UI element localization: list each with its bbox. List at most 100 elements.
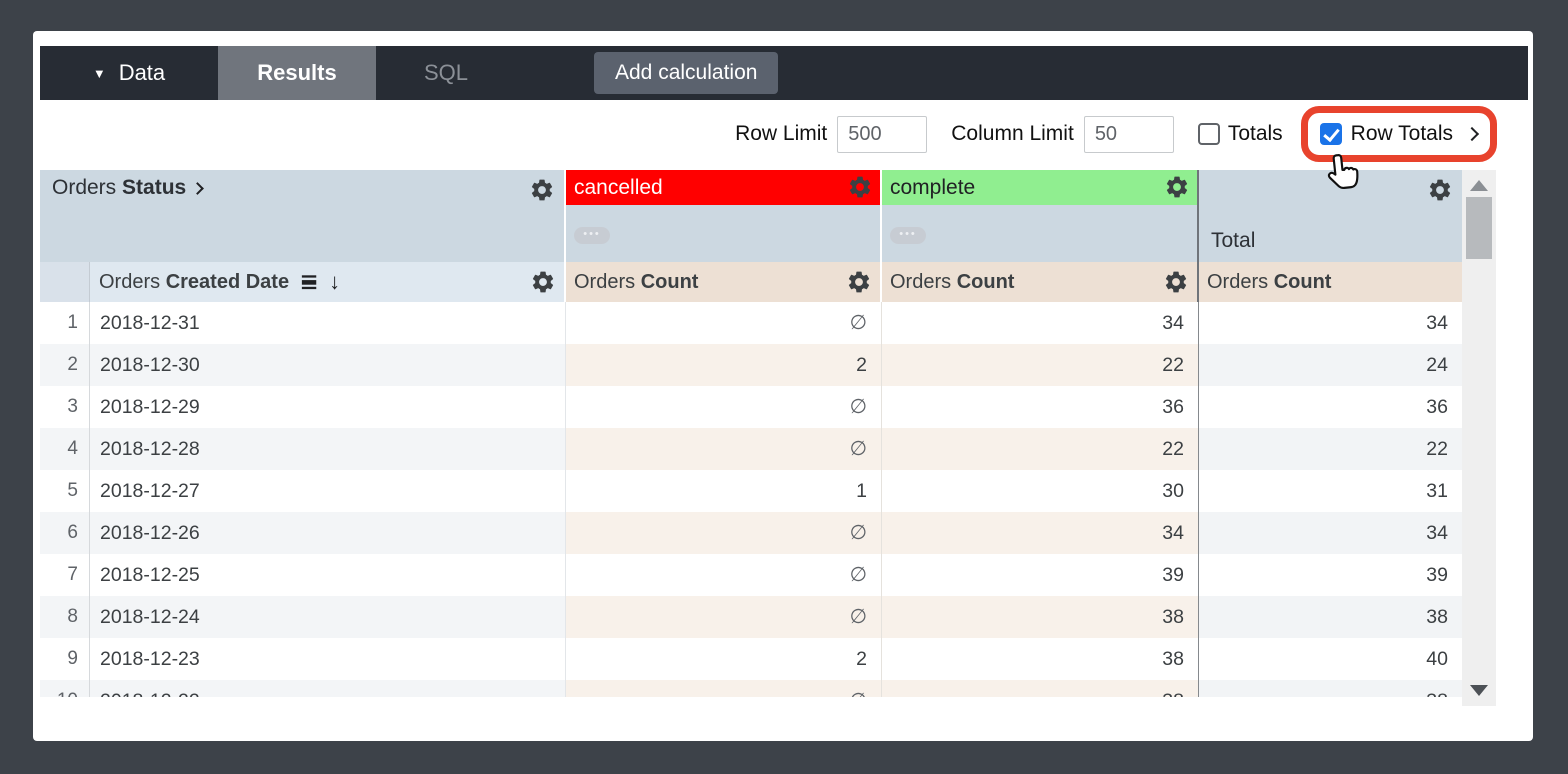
gear-icon[interactable]: [1163, 269, 1189, 295]
data-menu[interactable]: ▼ Data: [40, 46, 218, 100]
date-cell[interactable]: 2018-12-29: [90, 386, 566, 428]
column-limit-input[interactable]: [1083, 115, 1174, 153]
measure-header-total[interactable]: Orders Count: [1199, 262, 1462, 302]
date-cell[interactable]: 2018-12-23: [90, 638, 566, 680]
total-count-cell[interactable]: 40: [1426, 648, 1448, 670]
row-number-cell: 9: [40, 638, 90, 680]
explorer-panel: ▼ Data Results SQL Add calculation Row L…: [33, 31, 1533, 741]
table-row[interactable]: 1 2018-12-31 ∅ 34 34: [40, 302, 1462, 344]
date-cell[interactable]: 2018-12-27: [90, 470, 566, 512]
hand-cursor-icon: [1327, 154, 1359, 190]
pivot-value-cancelled[interactable]: cancelled •••: [566, 170, 882, 262]
row-number-cell: 5: [40, 470, 90, 512]
totals-checkbox[interactable]: [1197, 123, 1220, 145]
cancelled-count-cell[interactable]: 1: [566, 470, 882, 512]
dropdown-arrow-icon: ▼: [92, 65, 106, 81]
gear-icon[interactable]: [1427, 177, 1453, 203]
table-row[interactable]: 6 2018-12-26 ∅ 34 34: [40, 512, 1462, 554]
complete-count-cell[interactable]: 22: [882, 428, 1199, 470]
gear-icon[interactable]: [530, 269, 556, 295]
date-cell[interactable]: 2018-12-25: [90, 554, 566, 596]
scroll-up-icon[interactable]: [1470, 180, 1488, 191]
results-controls: Row Limit Column Limit Totals Row Totals: [735, 101, 1497, 190]
subtotal-icon[interactable]: [299, 271, 322, 294]
cancelled-count-cell[interactable]: ∅: [566, 386, 882, 428]
complete-count-cell[interactable]: 34: [882, 302, 1199, 344]
measure-header-complete[interactable]: Orders Count: [882, 262, 1199, 302]
complete-count-cell[interactable]: 34: [882, 512, 1199, 554]
table-row[interactable]: 9 2018-12-23 2 38 40: [40, 638, 1462, 680]
scroll-down-icon[interactable]: [1470, 685, 1488, 696]
table-row[interactable]: 5 2018-12-27 1 30 31: [40, 470, 1462, 512]
row-totals-expand-chevron-icon[interactable]: [1464, 126, 1480, 142]
table-row[interactable]: 7 2018-12-25 ∅ 39 39: [40, 554, 1462, 596]
scrollbar-thumb[interactable]: [1466, 197, 1492, 259]
date-cell[interactable]: 2018-12-31: [90, 302, 566, 344]
total-count-cell[interactable]: 24: [1199, 344, 1462, 386]
column-limit-label: Column Limit: [951, 122, 1074, 145]
cancelled-count-cell[interactable]: ∅: [566, 302, 882, 344]
date-cell[interactable]: 2018-12-22: [90, 680, 566, 697]
complete-count-cell[interactable]: 36: [882, 386, 1199, 428]
cancelled-count-cell[interactable]: 2: [566, 344, 882, 386]
cancelled-count-cell[interactable]: ∅: [566, 680, 882, 697]
row-number-cell: 8: [40, 596, 90, 638]
complete-count-cell[interactable]: 38: [882, 638, 1199, 680]
total-count-cell[interactable]: 22: [1199, 428, 1462, 470]
table-row[interactable]: 10 2018-12-22 ∅ 38 38: [40, 680, 1462, 697]
row-limit-label: Row Limit: [735, 122, 828, 145]
complete-count-cell[interactable]: 38: [882, 680, 1199, 697]
pivot-more-actions-button[interactable]: •••: [574, 227, 610, 244]
cancelled-count-cell[interactable]: ∅: [566, 554, 882, 596]
table-row[interactable]: 3 2018-12-29 ∅ 36 36: [40, 386, 1462, 428]
pivot-dimension-header[interactable]: Orders Status: [40, 170, 566, 262]
tab-sql[interactable]: SQL: [423, 60, 469, 85]
column-header-row: Orders Created Date ↓ Orders Count Order…: [40, 262, 1462, 302]
gear-icon[interactable]: [529, 177, 555, 203]
vertical-scrollbar[interactable]: [1462, 170, 1496, 706]
pivot-header-row: Orders Status cancelled ••• complete •••: [40, 170, 1462, 262]
row-totals-highlight: Row Totals: [1300, 106, 1497, 190]
date-cell[interactable]: 2018-12-28: [90, 428, 566, 470]
total-count-cell[interactable]: 31: [1426, 480, 1448, 502]
pivot-total-header[interactable]: Total: [1199, 170, 1462, 262]
cancelled-count-cell[interactable]: 2: [566, 638, 882, 680]
gear-icon[interactable]: [1164, 174, 1190, 200]
add-calculation-button[interactable]: Add calculation: [594, 52, 779, 94]
tab-results[interactable]: Results: [218, 46, 376, 100]
row-number-cell: 10: [40, 680, 90, 697]
top-nav-bar: ▼ Data Results SQL Add calculation: [40, 46, 1528, 100]
complete-count-cell[interactable]: 30: [882, 470, 1199, 512]
date-column-header[interactable]: Orders Created Date ↓: [90, 262, 566, 302]
total-count-cell[interactable]: 34: [1426, 312, 1448, 334]
total-count-cell[interactable]: 39: [1426, 564, 1448, 586]
cancelled-count-cell[interactable]: ∅: [566, 428, 882, 470]
date-cell[interactable]: 2018-12-24: [90, 596, 566, 638]
sort-desc-icon[interactable]: ↓: [329, 269, 341, 294]
row-number-cell: 1: [40, 302, 90, 344]
cancelled-count-cell[interactable]: ∅: [566, 596, 882, 638]
total-count-cell[interactable]: 38: [1199, 596, 1462, 638]
date-cell[interactable]: 2018-12-26: [90, 512, 566, 554]
gear-icon[interactable]: [847, 174, 873, 200]
measure-header-cancelled[interactable]: Orders Count: [566, 262, 882, 302]
cancelled-count-cell[interactable]: ∅: [566, 512, 882, 554]
complete-count-cell[interactable]: 39: [882, 554, 1199, 596]
row-totals-checkbox[interactable]: [1319, 123, 1342, 145]
table-row[interactable]: 4 2018-12-28 ∅ 22 22: [40, 428, 1462, 470]
total-count-cell[interactable]: 36: [1426, 396, 1448, 418]
total-count-cell[interactable]: 34: [1199, 512, 1462, 554]
total-count-cell[interactable]: 38: [1199, 680, 1462, 697]
row-number-header: [40, 262, 90, 302]
complete-count-cell[interactable]: 38: [882, 596, 1199, 638]
gear-icon[interactable]: [846, 269, 872, 295]
results-grid: Orders Status cancelled ••• complete •••: [40, 170, 1462, 697]
complete-count-cell[interactable]: 22: [882, 344, 1199, 386]
pivot-expand-chevron-icon[interactable]: [191, 181, 205, 195]
date-cell[interactable]: 2018-12-30: [90, 344, 566, 386]
pivot-value-complete[interactable]: complete •••: [882, 170, 1199, 262]
table-row[interactable]: 8 2018-12-24 ∅ 38 38: [40, 596, 1462, 638]
table-row[interactable]: 2 2018-12-30 2 22 24: [40, 344, 1462, 386]
pivot-more-actions-button[interactable]: •••: [890, 227, 926, 244]
row-limit-input[interactable]: [837, 115, 928, 153]
